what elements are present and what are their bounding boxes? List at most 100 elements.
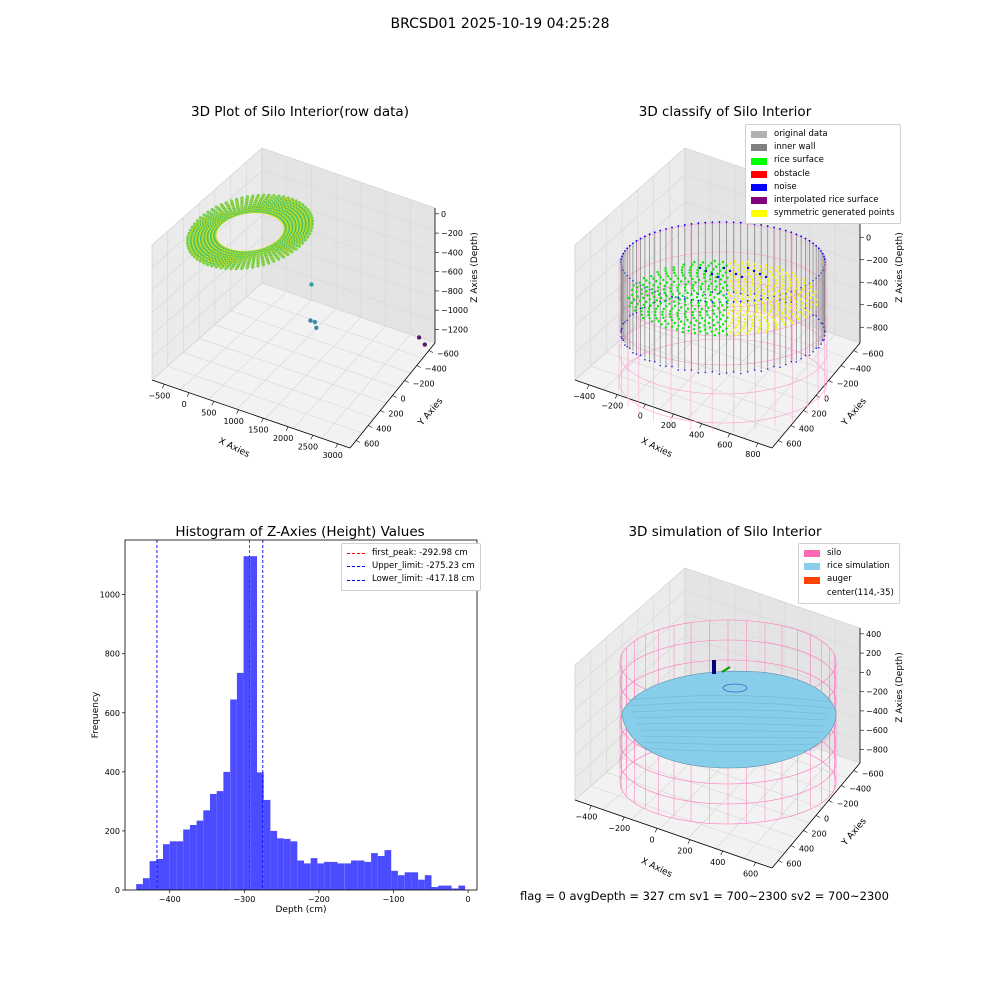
raw-point: [303, 209, 307, 213]
raw-point: [231, 213, 235, 217]
noise-point: [624, 272, 626, 274]
raw-point: [285, 197, 289, 201]
raw-point: [210, 260, 214, 264]
x-tick: [310, 435, 314, 440]
raw-point: [217, 213, 221, 217]
raw-point: [286, 227, 290, 231]
surface-point: [746, 303, 749, 306]
raw-point: [229, 252, 233, 256]
grid-line: [637, 324, 823, 389]
grid-line: [684, 657, 861, 719]
raw-point: [199, 249, 203, 253]
raw-point: [247, 208, 251, 212]
raw-point: [299, 226, 303, 230]
raw-point: [242, 261, 246, 265]
noise-point: [740, 275, 744, 279]
raw-point: [251, 260, 255, 264]
outlier-point: [309, 282, 314, 287]
surface-point: [636, 295, 639, 298]
raw-point: [232, 249, 236, 253]
raw-point: [237, 212, 241, 216]
y-axis-line: [349, 342, 436, 449]
surface-point: [748, 299, 751, 302]
raw-point: [220, 247, 225, 251]
raw-point: [242, 253, 246, 258]
surface-point: [752, 281, 755, 284]
raw-point: [256, 257, 260, 261]
raw-point: [287, 231, 291, 235]
raw-point: [220, 265, 224, 269]
raw-point: [289, 219, 293, 223]
surface-point: [721, 329, 725, 333]
y-tick-label: 200: [105, 827, 120, 836]
raw-point: [229, 199, 233, 203]
raw-point: [285, 252, 289, 256]
raw-point: [198, 231, 203, 235]
raw-point: [225, 259, 229, 263]
raw-point: [227, 213, 231, 217]
raw-point: [218, 262, 222, 266]
raw-point: [206, 255, 210, 259]
raw-point: [279, 243, 283, 247]
raw-point: [200, 216, 204, 220]
grid-line: [574, 799, 773, 869]
surface-point: [692, 284, 695, 287]
raw-point: [212, 236, 216, 240]
noise-point: [764, 275, 768, 279]
raw-point: [309, 213, 313, 217]
raw-point: [206, 239, 210, 244]
raw-point: [205, 249, 209, 253]
raw-point: [264, 210, 269, 214]
raw-point: [209, 260, 213, 264]
surface-point: [773, 276, 777, 279]
raw-point: [269, 202, 273, 207]
raw-point: [220, 248, 224, 252]
surface-point: [717, 332, 721, 335]
surface-point: [714, 288, 717, 291]
raw-point: [284, 225, 288, 230]
raw-point: [283, 214, 287, 218]
raw-point: [263, 204, 267, 208]
raw-point: [203, 245, 207, 249]
raw-point: [251, 263, 255, 267]
raw-point: [208, 233, 212, 237]
raw-point: [297, 205, 301, 209]
raw-point: [289, 241, 293, 245]
raw-point: [295, 226, 299, 231]
raw-point: [191, 246, 195, 250]
surface-point: [733, 298, 736, 301]
surface-point: [645, 290, 648, 293]
raw-point: [251, 261, 255, 265]
surface-point: [684, 277, 687, 280]
surface-point: [677, 317, 680, 320]
raw-point: [272, 246, 277, 250]
raw-point: [206, 263, 210, 267]
raw-point: [224, 248, 228, 252]
raw-point: [202, 220, 206, 225]
noise-point: [639, 307, 642, 310]
raw-point: [303, 220, 307, 224]
z-tick-label: 200: [866, 649, 881, 658]
surface-point: [695, 295, 699, 299]
raw-point: [270, 209, 274, 213]
histogram-bar: [149, 861, 157, 890]
surface-point: [674, 296, 677, 299]
noise-point: [779, 366, 781, 368]
raw-point: [283, 222, 287, 226]
z-tick-label: −600: [866, 301, 888, 310]
surface-point: [777, 302, 780, 306]
raw-point: [236, 207, 240, 211]
raw-point: [307, 225, 311, 230]
raw-point: [229, 215, 233, 219]
noise-point: [635, 312, 638, 314]
surface-point: [733, 270, 736, 274]
raw-point: [249, 200, 253, 204]
surface-point: [704, 304, 708, 307]
raw-point: [205, 252, 209, 256]
raw-point: [189, 240, 193, 244]
surface-point: [652, 277, 655, 280]
raw-point: [308, 225, 312, 229]
surface-point: [683, 323, 686, 326]
surface-point: [664, 267, 667, 270]
raw-point: [287, 241, 291, 245]
